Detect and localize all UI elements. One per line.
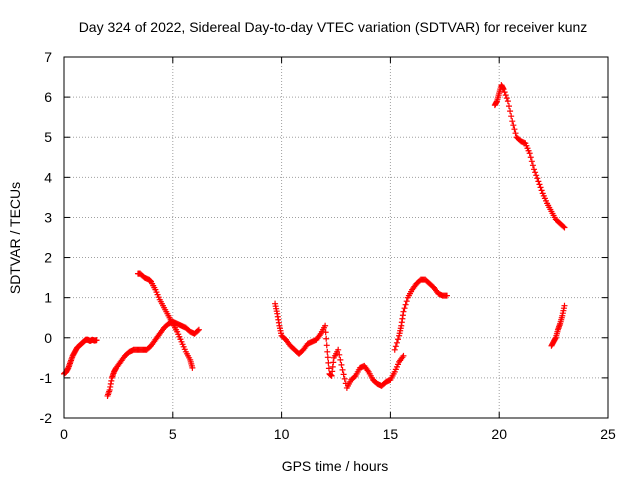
data-point — [338, 361, 345, 368]
data-point — [512, 130, 519, 137]
data-point — [561, 224, 568, 231]
data-point — [335, 346, 342, 353]
data-point — [532, 169, 539, 176]
data-point — [528, 158, 535, 165]
data-point — [527, 154, 534, 161]
data-point — [351, 373, 358, 380]
plot-frame — [63, 56, 609, 419]
data-point — [531, 166, 538, 173]
data-point — [529, 162, 536, 169]
data-point — [322, 322, 329, 329]
series-arc-1 — [61, 336, 100, 377]
data-point — [534, 175, 541, 182]
y-tick-label: 1 — [44, 290, 52, 306]
data-point — [402, 301, 409, 308]
y-tick-label: 6 — [44, 89, 52, 105]
x-tick-label: 15 — [383, 426, 399, 442]
data-point — [401, 305, 408, 312]
series-arc-4 — [272, 300, 407, 391]
data-point — [501, 89, 508, 96]
data-point — [537, 184, 544, 191]
data-point — [392, 343, 399, 350]
data-point — [403, 298, 410, 305]
data-point — [511, 126, 518, 133]
data-point — [400, 308, 407, 315]
y-tick-label: 7 — [44, 49, 52, 65]
data-point — [538, 187, 545, 194]
series-arc-7 — [548, 302, 568, 349]
data-point — [505, 103, 512, 110]
x-tick-label: 5 — [169, 426, 177, 442]
y-tick-label: -2 — [40, 410, 53, 426]
y-tick-label: 3 — [44, 209, 52, 225]
data-point — [195, 326, 202, 333]
series-arc-2 — [104, 318, 202, 399]
data-point — [341, 375, 348, 382]
x-tick-label: 0 — [60, 426, 68, 442]
data-point — [504, 98, 511, 105]
x-axis-title: GPS time / hours — [282, 458, 389, 474]
data-point — [503, 95, 510, 102]
data-point — [400, 352, 407, 359]
data-point — [507, 108, 514, 115]
data-point — [560, 223, 567, 230]
series-arc-5 — [391, 276, 450, 353]
data-point — [535, 178, 542, 185]
data-point — [323, 342, 330, 349]
data-point — [325, 365, 332, 372]
series-arc-6 — [491, 82, 568, 231]
y-tick-label: 5 — [44, 129, 52, 145]
data-point — [526, 150, 533, 157]
x-tick-label: 10 — [274, 426, 290, 442]
y-tick-label: -1 — [40, 370, 53, 386]
y-tick-label: 0 — [44, 330, 52, 346]
data-point — [561, 302, 568, 309]
data-point — [322, 329, 329, 336]
data-point — [395, 336, 402, 343]
x-tick-label: 25 — [600, 426, 616, 442]
data-point — [509, 118, 516, 125]
data-point — [324, 348, 331, 355]
data-point — [194, 327, 201, 334]
axis-ticks: 0 5 10 15 20 25 -2 -1 0 1 2 3 4 5 6 7 — [40, 49, 616, 442]
data-point — [510, 122, 517, 129]
y-tick-label: 4 — [44, 169, 52, 185]
data-point — [500, 86, 507, 93]
series-arc-3 — [134, 270, 196, 371]
data-point — [391, 346, 398, 353]
data-point — [324, 354, 331, 361]
data-point — [533, 172, 540, 179]
data-point — [93, 337, 100, 344]
data-point — [393, 339, 400, 346]
data-point — [443, 292, 450, 299]
data-point — [339, 366, 346, 373]
chart-title: Day 324 of 2022, Sidereal Day-to-day VTE… — [79, 19, 588, 35]
data-point — [189, 364, 196, 371]
data-points — [61, 82, 568, 399]
data-point — [323, 335, 330, 342]
y-tick-label: 2 — [44, 250, 52, 266]
data-point — [336, 351, 343, 358]
x-tick-label: 20 — [491, 426, 507, 442]
data-point — [340, 371, 347, 378]
data-point — [536, 181, 543, 188]
data-point — [502, 92, 509, 99]
data-point — [508, 113, 515, 120]
data-point — [337, 356, 344, 363]
y-axis-title: SDTVAR / TECUs — [7, 182, 23, 294]
